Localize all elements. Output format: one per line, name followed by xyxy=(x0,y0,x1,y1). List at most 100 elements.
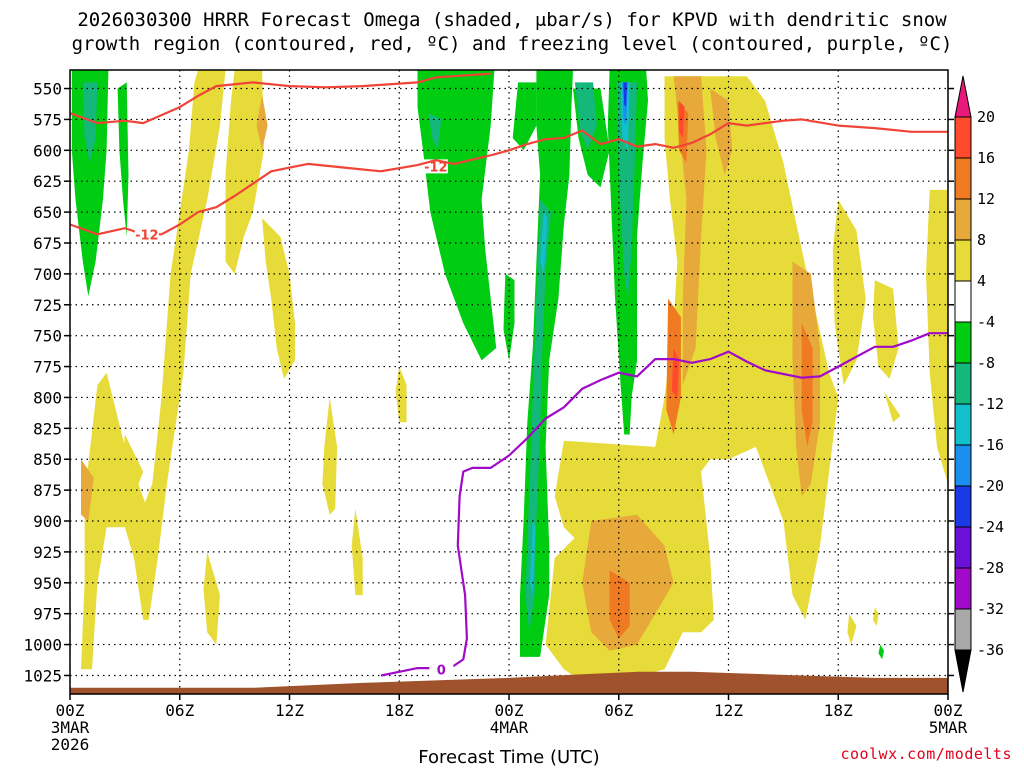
omega-region-3 xyxy=(203,551,220,645)
xtick-label-30: 06Z xyxy=(604,701,633,720)
contour-label-bg-2 xyxy=(429,662,454,677)
colorbar-bin-10 xyxy=(954,526,972,569)
xtick-label-6: 06Z xyxy=(165,701,194,720)
terrain xyxy=(70,671,948,694)
gridlines xyxy=(70,70,948,694)
omega-region-29 xyxy=(71,70,109,297)
omega-region-31 xyxy=(417,70,497,361)
colorbar: 20 16 12 8 4 -4 -8 -12 -16 -20 -24 -28 -32 -36 xyxy=(954,75,1004,693)
colorbar-label-9: -20 xyxy=(977,477,1004,495)
xtick-sub-24-0: 4MAR xyxy=(490,718,529,737)
xtick-label-48: 00Z xyxy=(934,701,963,720)
ytick-label-800: 800 xyxy=(33,388,62,407)
colorbar-bin-6 xyxy=(954,362,972,405)
omega-region-38 xyxy=(82,82,98,163)
colorbar-label-12: -32 xyxy=(977,600,1004,618)
colorbar-bin-9 xyxy=(954,485,972,528)
ytick-label-900: 900 xyxy=(33,512,62,531)
omega-region-34 xyxy=(503,273,515,361)
omega-region-14 xyxy=(884,391,901,423)
ytick-label-875: 875 xyxy=(33,481,62,500)
ytick-label-725: 725 xyxy=(33,296,62,315)
colorbar-bottom-arrow xyxy=(954,649,972,693)
colorbar-bin-3 xyxy=(954,239,972,282)
ytick-label-575: 575 xyxy=(33,110,62,129)
colorbar-label-7: -12 xyxy=(977,395,1004,413)
colorbar-label-10: -24 xyxy=(977,518,1004,536)
omega-region-40 xyxy=(574,82,597,151)
colorbar-label-5: -4 xyxy=(977,313,995,331)
xtick-label-24: 00Z xyxy=(495,701,524,720)
omega-region-22 xyxy=(710,88,733,175)
colorbar-bin-11 xyxy=(954,567,972,610)
ytick-label-775: 775 xyxy=(33,358,62,377)
xtick-sub-0-0: 3MAR xyxy=(51,718,90,737)
contour-label-2: 0 xyxy=(437,663,446,678)
contours: -12 -12 0 xyxy=(70,72,948,678)
xtick-label-42: 18Z xyxy=(824,701,853,720)
xtick-label-36: 12Z xyxy=(714,701,743,720)
omega-region-30 xyxy=(117,82,129,237)
colorbar-label-11: -28 xyxy=(977,559,1004,577)
omega-region-0 xyxy=(81,70,226,670)
terrain-ground xyxy=(70,671,948,694)
colorbar-top-arrow xyxy=(954,75,972,118)
xtick-label-12: 12Z xyxy=(275,701,304,720)
contour-line-2 xyxy=(380,332,948,677)
colorbar-bin-0 xyxy=(954,116,972,159)
xtick-label-18: 18Z xyxy=(385,701,414,720)
contour-line-1 xyxy=(70,118,948,236)
contour-label-bg-1 xyxy=(134,227,159,242)
colorbar-label-1: 16 xyxy=(977,149,995,167)
y-axis: 550 575 600 625 650 675 700 725 750 775 800 825 850 8… xyxy=(23,80,954,685)
ytick-label-750: 750 xyxy=(33,327,62,346)
colorbar-bin-4 xyxy=(954,280,972,323)
ytick-label-625: 625 xyxy=(33,172,62,191)
colorbar-label-4: 4 xyxy=(977,272,986,290)
contour-label-1: -12 xyxy=(135,228,159,243)
ytick-label-1000: 1000 xyxy=(23,636,62,655)
omega-region-11 xyxy=(832,199,866,386)
contour-line-0 xyxy=(70,72,491,125)
ytick-label-700: 700 xyxy=(33,265,62,284)
omega-region-24 xyxy=(609,570,630,639)
omega-region-6 xyxy=(395,366,407,423)
omega-region-16 xyxy=(873,607,879,626)
ytick-label-650: 650 xyxy=(33,203,62,222)
omega-region-12 xyxy=(873,280,899,379)
colorbar-bin-5 xyxy=(954,321,972,364)
ytick-label-550: 550 xyxy=(33,80,62,99)
ytick-label-850: 850 xyxy=(33,450,62,469)
ytick-label-825: 825 xyxy=(33,419,62,438)
colorbar-bin-12 xyxy=(954,608,972,651)
omega-region-7 xyxy=(121,434,144,497)
colorbar-bin-1 xyxy=(954,157,972,200)
colorbar-bin-7 xyxy=(954,403,972,446)
contour-label-0: -12 xyxy=(424,160,448,175)
ytick-label-1025: 1025 xyxy=(23,666,62,685)
omega-region-15 xyxy=(847,613,857,645)
omega-region-18 xyxy=(256,94,268,151)
omega-region-20 xyxy=(673,76,707,386)
omega-region-1 xyxy=(225,70,264,274)
xtick-label-0: 00Z xyxy=(56,701,85,720)
omega-region-25 xyxy=(801,323,813,447)
colorbar-label-3: 8 xyxy=(977,231,986,249)
xtick-sub-48-0: 5MAR xyxy=(929,718,968,737)
ytick-label-950: 950 xyxy=(33,574,62,593)
colorbar-label-0: 20 xyxy=(977,108,995,126)
omega-shading xyxy=(71,70,948,682)
colorbar-bin-2 xyxy=(954,198,972,241)
omega-region-42 xyxy=(616,82,637,299)
omega-region-4 xyxy=(322,397,338,515)
ytick-label-925: 925 xyxy=(33,543,62,562)
ytick-label-975: 975 xyxy=(33,605,62,624)
colorbar-label-8: -16 xyxy=(977,436,1004,454)
colorbar-label-13: -36 xyxy=(977,641,1004,659)
omega-region-41 xyxy=(525,199,552,633)
colorbar-bin-8 xyxy=(954,444,972,487)
omega-region-32 xyxy=(512,82,537,151)
xtick-sub-0-1: 2026 xyxy=(51,735,90,754)
colorbar-label-6: -8 xyxy=(977,354,995,372)
credit-link[interactable]: coolwx.com/modelts xyxy=(840,745,1012,763)
